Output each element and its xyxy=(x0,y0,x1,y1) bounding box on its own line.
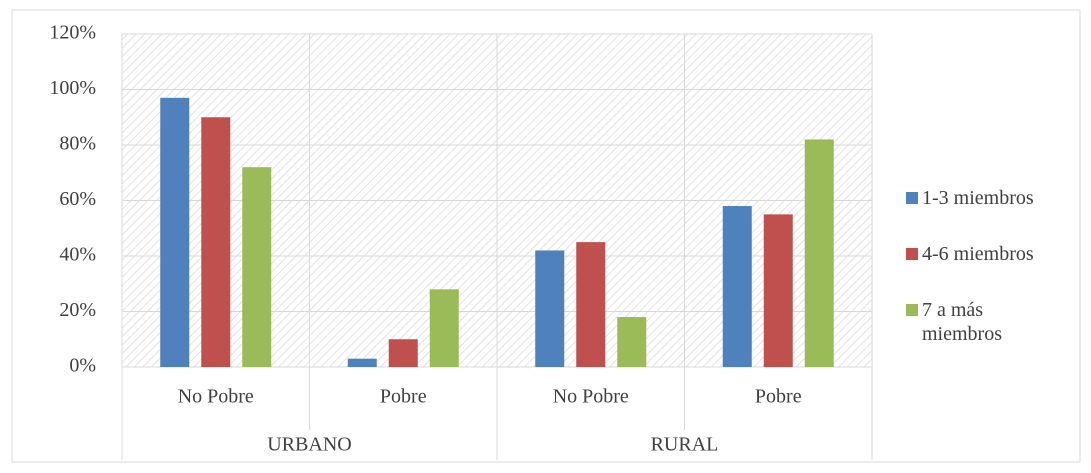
bar xyxy=(576,242,606,367)
y-tick-label: 120% xyxy=(49,22,96,44)
y-tick-label: 100% xyxy=(49,77,96,99)
group-label: URBANO xyxy=(267,434,351,456)
bar xyxy=(763,214,793,367)
bar xyxy=(160,97,190,367)
x-tick-label: Pobre xyxy=(380,386,427,408)
bar xyxy=(804,139,834,367)
bar xyxy=(201,117,231,367)
legend-label: 4-6 miembros xyxy=(922,243,1034,265)
legend-label: 1-3 miembros xyxy=(922,187,1034,209)
bar xyxy=(617,317,647,367)
y-tick-label: 0% xyxy=(69,355,96,377)
bar xyxy=(535,250,565,367)
bar xyxy=(388,339,418,367)
x-tick-label: No Pobre xyxy=(553,386,629,408)
legend-label: 7 a más miembros xyxy=(922,299,1002,345)
group-label: RURAL xyxy=(651,434,719,456)
bar xyxy=(242,167,272,367)
x-tick-label: No Pobre xyxy=(178,386,254,408)
legend-swatch xyxy=(906,192,918,204)
legend-swatch xyxy=(906,248,918,260)
y-tick-label: 60% xyxy=(59,188,96,210)
y-tick-label: 80% xyxy=(59,133,96,155)
bar xyxy=(429,289,459,367)
y-tick-label: 40% xyxy=(59,244,96,266)
bar xyxy=(722,206,752,367)
x-tick-label: Pobre xyxy=(755,386,802,408)
bar xyxy=(347,358,377,367)
y-tick-label: 20% xyxy=(59,299,96,321)
legend-swatch xyxy=(906,304,918,316)
